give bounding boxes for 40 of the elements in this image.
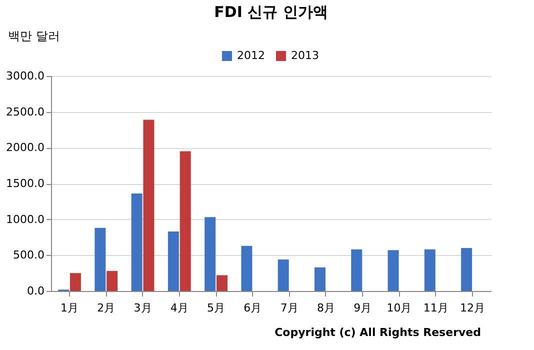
x-tick-label: 6月 (244, 302, 262, 314)
bar (461, 248, 472, 291)
legend-label: 2012 (237, 49, 265, 62)
bar (216, 275, 228, 291)
x-tick-label: 12月 (460, 302, 485, 314)
bar (278, 259, 289, 291)
x-tick-label: 5月 (207, 302, 226, 314)
x-tick-label: 2月 (97, 302, 116, 314)
bar (388, 250, 399, 291)
text: Copyright (c) All Rights Reserved (274, 326, 481, 339)
y-axis-title: 백만 달러 (8, 28, 60, 45)
bar (168, 232, 179, 291)
bar (424, 249, 436, 291)
bar (94, 228, 106, 291)
bar (351, 249, 362, 291)
bar (204, 217, 216, 291)
x-tick-label: 11月 (423, 302, 448, 314)
y-tick-label: 3000.0 (6, 70, 44, 82)
bar (106, 270, 118, 291)
y-tick-label: 0.0 (27, 284, 44, 298)
legend-label: 2013 (291, 49, 319, 62)
x-tick-label: 3月 (134, 302, 152, 314)
y-tick-label: 2500.0 (6, 105, 44, 118)
x-tick-label: 7月 (280, 302, 298, 314)
x-tick-label: 1月 (60, 302, 78, 314)
bar (241, 246, 252, 291)
x-tick-label: 10月 (386, 302, 412, 314)
bar (70, 273, 81, 291)
bar (143, 120, 154, 291)
bar (314, 267, 326, 291)
x-tick-label: 8月 (316, 302, 335, 314)
y-tick-label: 500.0 (13, 248, 44, 262)
y-tick-label: 1000.0 (6, 212, 44, 226)
x-tick-label: 4月 (170, 302, 188, 314)
bar (131, 194, 142, 291)
y-tick-label: 1500.0 (6, 177, 44, 190)
x-tick-label: 9月 (354, 302, 372, 314)
bar (180, 151, 191, 291)
chart-title: FDI 신규 인가액 (214, 3, 328, 21)
y-tick-label: 2000.0 (6, 141, 44, 154)
